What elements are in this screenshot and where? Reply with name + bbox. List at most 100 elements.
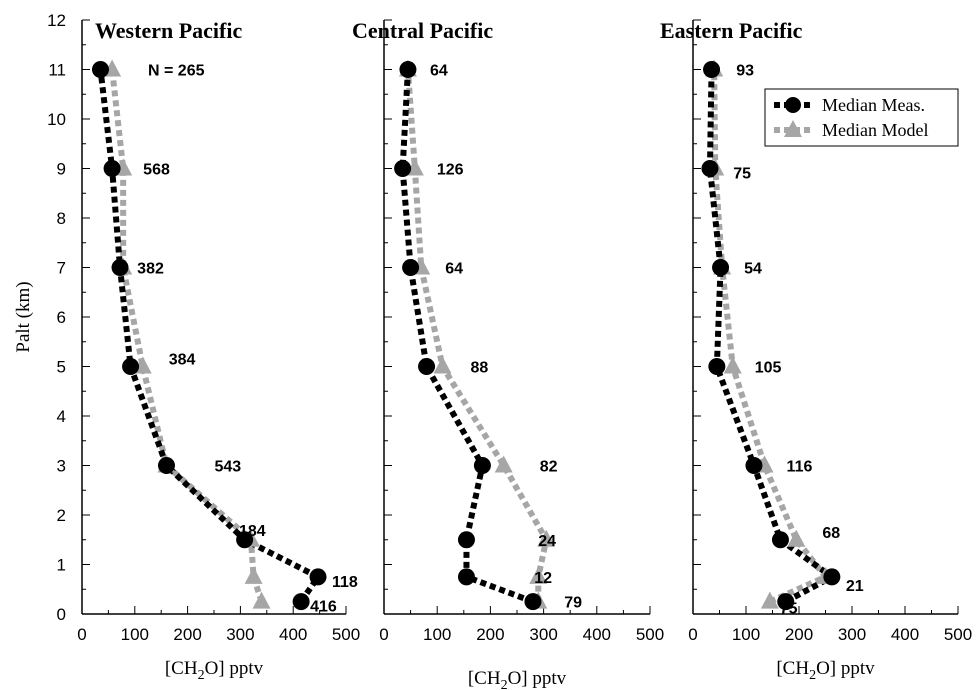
sample-count-label: 384 <box>169 352 196 369</box>
measured-circle-marker <box>712 259 730 276</box>
x-tick-label: 0 <box>77 625 86 644</box>
measured-circle-marker <box>236 531 254 549</box>
series-line-model <box>711 69 831 605</box>
x-axis-label-part: 2 <box>809 668 816 683</box>
model-triangle-marker <box>537 529 556 547</box>
sample-count-label: 382 <box>137 261 164 278</box>
sample-count-label: 116 <box>787 459 813 476</box>
x-axis-label: [CH2O] pptv <box>165 658 264 683</box>
x-axis-label-part: O] <box>508 668 528 689</box>
measured-circle-marker <box>701 160 719 177</box>
sample-count-value: 265 <box>178 63 205 80</box>
series-line-measured <box>706 69 838 605</box>
x-axis-label-part: pptv <box>225 658 264 679</box>
y-tick-label: 6 <box>57 308 66 327</box>
x-tick-label: 200 <box>785 625 813 644</box>
x-tick-label: 500 <box>332 625 360 644</box>
y-tick-label: 4 <box>57 407 66 426</box>
x-axis-label-part: pptv <box>528 668 567 689</box>
x-tick-label: 0 <box>379 625 388 644</box>
measured-circle-marker <box>402 259 420 276</box>
x-axis-label-part: 2 <box>198 668 205 683</box>
x-axis-label-part: O] <box>205 658 225 679</box>
sample-count-label: 79 <box>564 595 582 612</box>
sample-count-label: 64 <box>445 261 463 278</box>
series-line-measured <box>97 69 323 604</box>
x-axis-label-part: 2 <box>501 678 508 690</box>
y-tick-label: 3 <box>57 457 66 476</box>
x-axis-label-part: [CH <box>165 658 198 679</box>
model-triangle-marker <box>494 455 513 473</box>
sample-count-label: 64 <box>430 63 448 80</box>
y-tick-label: 1 <box>57 556 66 575</box>
x-tick-label: 400 <box>279 625 307 644</box>
series-line-model <box>404 69 550 602</box>
sample-count-label: 75 <box>733 166 751 183</box>
x-tick-label: 100 <box>121 625 149 644</box>
measured-circle-marker <box>122 358 140 375</box>
measured-circle-marker <box>703 61 721 78</box>
sample-count-label: 568 <box>143 162 170 179</box>
y-tick-label: 9 <box>57 160 66 179</box>
model-triangle-marker <box>433 356 452 374</box>
measured-circle-marker <box>823 568 841 586</box>
x-tick-label: 0 <box>688 625 697 644</box>
x-axis-label: [CH2O] pptv <box>776 658 875 683</box>
measured-circle-marker <box>111 259 129 276</box>
sample-count-label: 93 <box>736 63 754 80</box>
sample-count-label: N = 265 <box>148 63 205 80</box>
x-tick-label: 500 <box>636 625 664 644</box>
x-axis-label-part: [CH <box>776 658 809 679</box>
legend-measured-marker <box>785 97 801 113</box>
measured-circle-marker <box>394 160 412 177</box>
x-tick-label: 500 <box>944 625 972 644</box>
x-axis-label: [CH2O] pptv <box>468 668 567 690</box>
x-axis-label-part: [CH <box>468 668 501 689</box>
sample-count-label: 82 <box>540 459 558 476</box>
measured-circle-marker <box>457 568 475 586</box>
measured-circle-marker <box>103 160 121 177</box>
x-tick-label: 200 <box>173 625 201 644</box>
y-tick-label: 12 <box>47 11 66 30</box>
x-tick-label: 400 <box>891 625 919 644</box>
sample-count-label: 184 <box>239 523 266 540</box>
y-tick-label: 10 <box>47 110 66 129</box>
measured-circle-marker <box>418 358 436 375</box>
measured-circle-marker <box>399 61 417 78</box>
model-triangle-marker <box>787 529 806 547</box>
measured-circle-marker <box>292 593 310 611</box>
y-tick-label: 8 <box>57 209 66 228</box>
x-tick-label: 200 <box>476 625 504 644</box>
measured-circle-marker <box>309 568 327 586</box>
measured-circle-marker <box>524 593 542 611</box>
measured-circle-marker <box>457 531 475 549</box>
sample-count-label: 126 <box>437 162 464 179</box>
sample-count-label: 88 <box>471 360 489 377</box>
legend-measured-label: Median Meas. <box>822 95 925 115</box>
x-tick-label: 300 <box>226 625 254 644</box>
panel-title: Eastern Pacific <box>660 18 803 43</box>
sample-count-label: 54 <box>744 261 762 278</box>
model-triangle-marker <box>529 566 548 584</box>
sample-count-prefix: N = <box>148 63 178 80</box>
y-axis-label: Palt (km) <box>13 281 34 352</box>
panel-title: Central Pacific <box>352 18 493 43</box>
y-tick-label: 5 <box>57 358 66 377</box>
sample-count-label: 118 <box>332 574 358 591</box>
legend-model-marker <box>784 120 802 137</box>
sample-count-label: 105 <box>755 360 782 377</box>
sample-count-label: 543 <box>214 459 241 476</box>
x-tick-label: 100 <box>732 625 760 644</box>
measured-circle-marker <box>771 531 789 549</box>
model-triangle-marker <box>244 566 263 584</box>
y-tick-label: 0 <box>57 605 66 624</box>
model-triangle-marker <box>760 591 779 609</box>
model-triangle-marker <box>723 356 742 374</box>
x-tick-label: 300 <box>838 625 866 644</box>
sample-count-label: 75 <box>780 601 798 618</box>
x-tick-label: 400 <box>583 625 611 644</box>
measured-circle-marker <box>745 457 763 474</box>
measured-circle-marker <box>91 61 109 78</box>
sample-count-label: 416 <box>310 599 337 616</box>
